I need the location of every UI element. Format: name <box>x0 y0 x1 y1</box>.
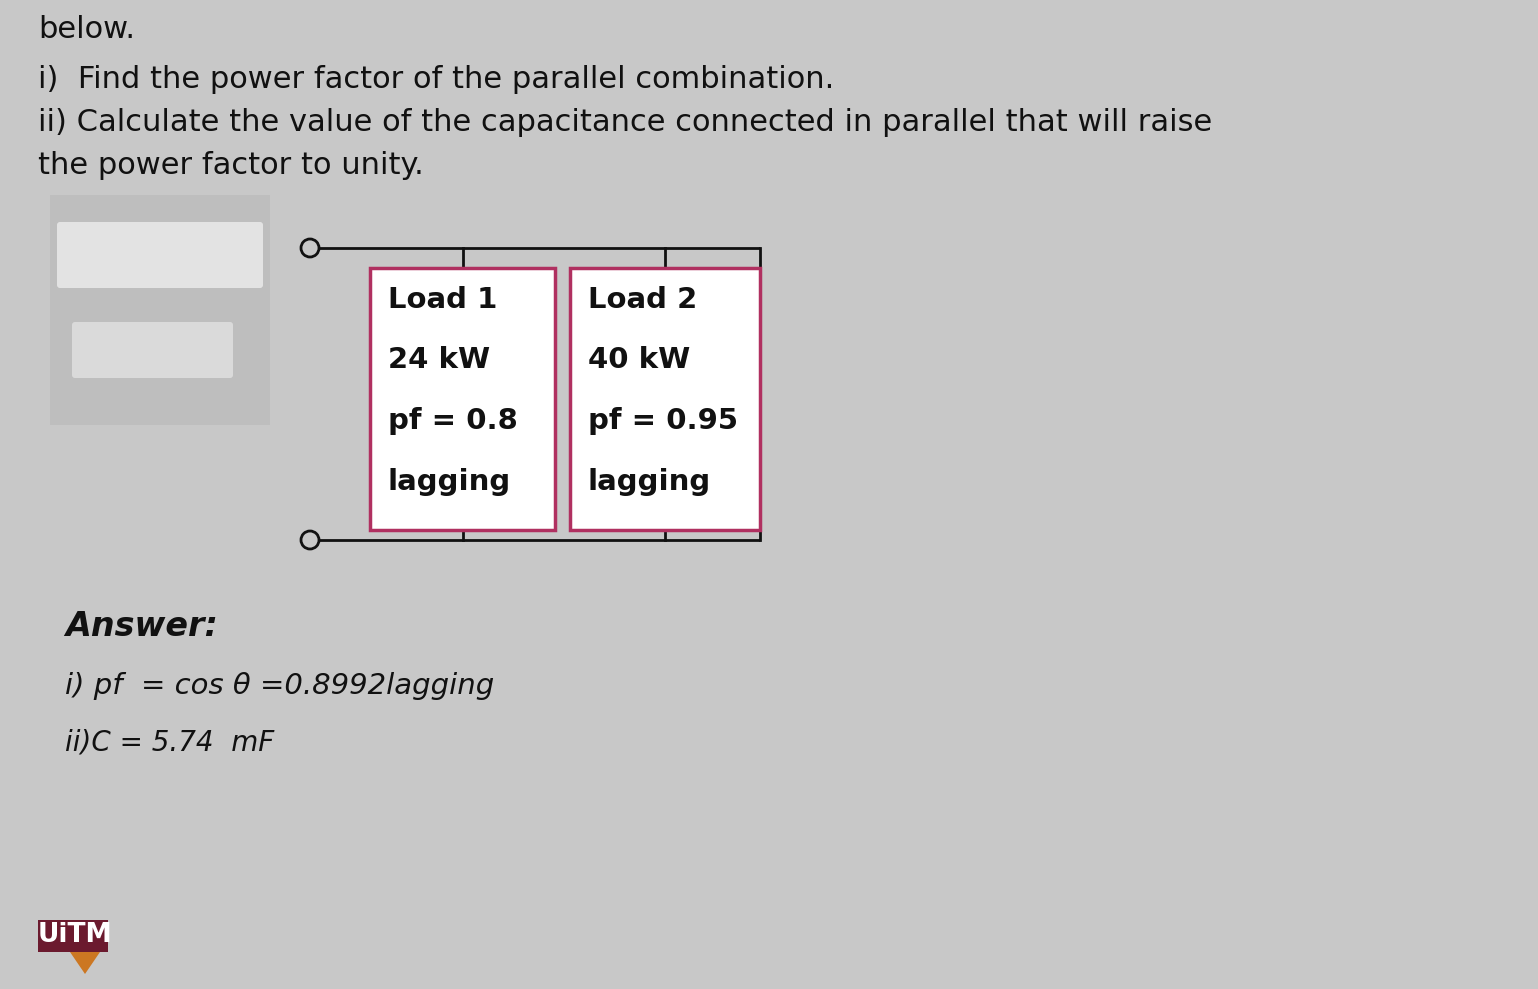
Bar <box>571 268 760 530</box>
Polygon shape <box>71 952 100 974</box>
FancyBboxPatch shape <box>72 322 232 378</box>
Text: 24 kW: 24 kW <box>388 346 491 375</box>
Bar <box>51 195 271 425</box>
Bar <box>38 920 108 952</box>
Text: the power factor to unity.: the power factor to unity. <box>38 151 424 180</box>
Text: pf = 0.95: pf = 0.95 <box>588 407 738 435</box>
Text: lagging: lagging <box>588 468 711 495</box>
Text: pf = 0.8: pf = 0.8 <box>388 407 518 435</box>
Text: Answer:: Answer: <box>65 610 218 643</box>
Text: Load 2: Load 2 <box>588 286 697 314</box>
FancyBboxPatch shape <box>57 222 263 288</box>
Text: UiTM: UiTM <box>38 922 112 948</box>
Text: below.: below. <box>38 15 135 44</box>
Text: i)  Find the power factor of the parallel combination.: i) Find the power factor of the parallel… <box>38 65 834 94</box>
Text: lagging: lagging <box>388 468 511 495</box>
Text: ii) Calculate the value of the capacitance connected in parallel that will raise: ii) Calculate the value of the capacitan… <box>38 108 1212 137</box>
Text: ii)C = 5.74  mF: ii)C = 5.74 mF <box>65 728 274 756</box>
Text: Load 1: Load 1 <box>388 286 497 314</box>
Bar <box>371 268 555 530</box>
Text: 40 kW: 40 kW <box>588 346 691 375</box>
Text: i) pf  = cos θ =0.8992lagging: i) pf = cos θ =0.8992lagging <box>65 672 494 700</box>
